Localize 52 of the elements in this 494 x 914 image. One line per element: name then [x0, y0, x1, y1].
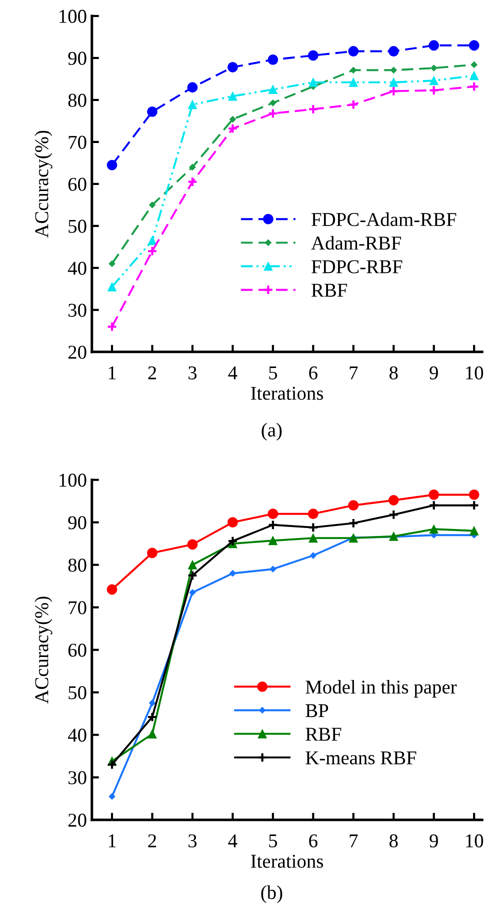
y-tick-label: 60 [68, 644, 86, 657]
y-tick-label: 30 [68, 771, 86, 784]
y-tick-label: 40 [68, 262, 86, 275]
x-axis-title: Iterations [251, 854, 324, 868]
y-tick-label: 20 [68, 346, 86, 359]
text: (a) [262, 422, 282, 441]
x-tick-label: 2 [148, 834, 156, 848]
x-tick-label: 4 [228, 366, 238, 380]
y-tick-label: 90 [68, 516, 86, 530]
y-axis-title: ACcuracy(%) [34, 130, 52, 238]
x-tick-label: 9 [430, 834, 438, 848]
y-tick-label: 50 [68, 686, 86, 700]
legend-label: RBF [312, 284, 348, 297]
y-tick-label: 100 [60, 474, 86, 487]
x-tick-label: 5 [269, 366, 278, 380]
x-axis-title: Iterations [251, 386, 324, 400]
x-tick-label: 2 [148, 366, 156, 380]
text: (b) [261, 885, 282, 904]
legend-label: BP [306, 704, 328, 718]
x-tick-label: 10 [466, 834, 484, 848]
legend-label: Model in this paper [306, 680, 457, 698]
y-tick-label: 100 [60, 10, 86, 23]
x-tick-label: 6 [309, 366, 318, 380]
y-tick-label: 80 [68, 94, 86, 107]
x-tick-label: 4 [228, 834, 238, 848]
y-tick-label: 50 [68, 220, 86, 233]
y-tick-label: 30 [68, 304, 86, 317]
x-tick-label: 3 [188, 834, 197, 848]
y-tick-label: 20 [68, 814, 86, 827]
legend-label: FDPC-Adam-RBF [312, 212, 456, 226]
x-tick-label: 7 [350, 366, 358, 380]
x-tick-label: 8 [390, 366, 398, 380]
x-tick-label: 5 [269, 834, 278, 848]
y-axis-title: ACcuracy(%) [34, 596, 52, 704]
y-tick-label: 70 [68, 136, 86, 149]
y-tick-label: 80 [68, 558, 86, 572]
x-tick-label: 8 [390, 834, 398, 848]
legend-label: FDPC-RBF [312, 260, 402, 274]
legend-label: Adam-RBF [311, 236, 402, 250]
y-tick-label: 60 [68, 178, 86, 191]
x-tick-label: 7 [350, 834, 358, 848]
x-tick-label: 10 [466, 366, 484, 380]
y-tick-label: 90 [68, 52, 86, 65]
y-tick-label: 40 [68, 728, 86, 742]
legend-label: K-means RBF [306, 751, 416, 764]
x-tick-label: 1 [108, 834, 116, 848]
x-tick-label: 3 [188, 366, 197, 380]
x-tick-label: 6 [309, 834, 318, 848]
x-tick-label: 9 [430, 366, 438, 380]
x-tick-label: 1 [108, 366, 116, 380]
y-tick-label: 70 [68, 601, 86, 614]
legend-label: RBF [306, 728, 342, 741]
